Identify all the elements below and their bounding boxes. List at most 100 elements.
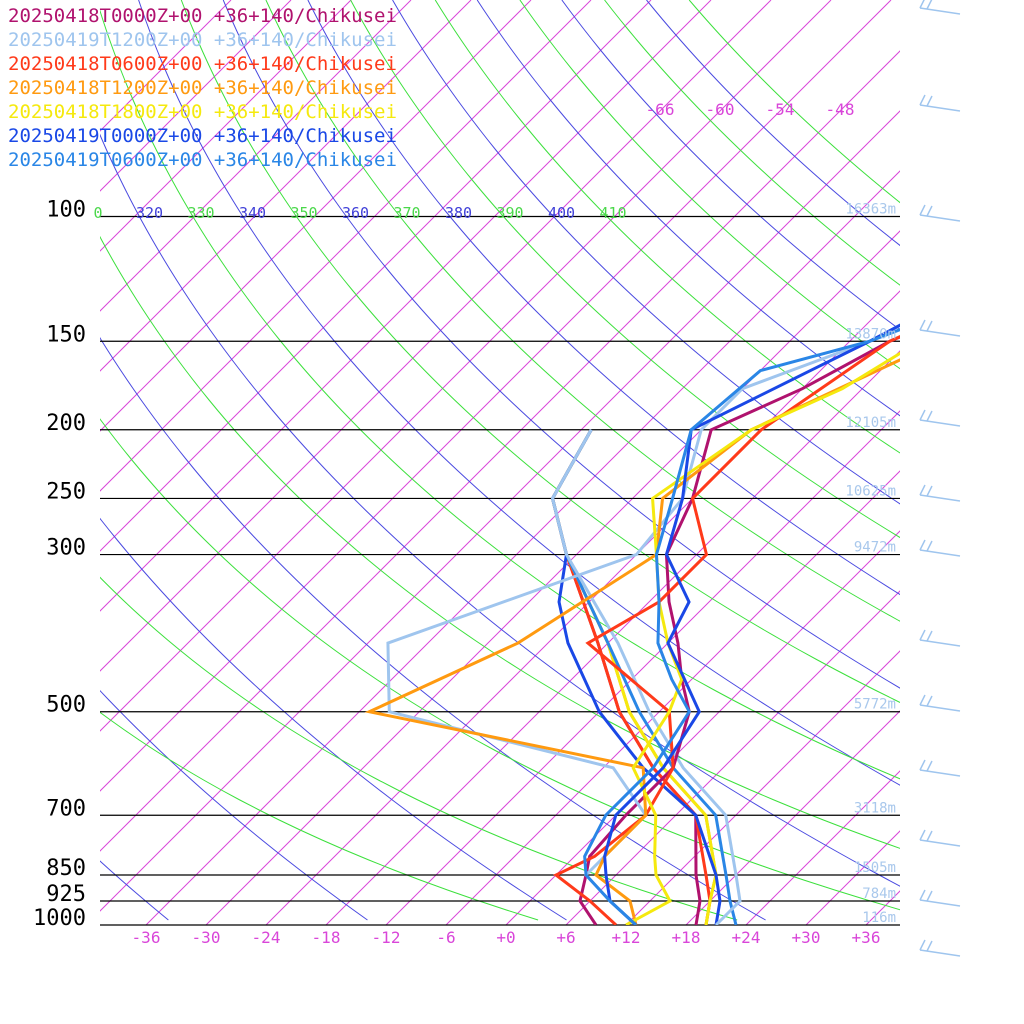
isotherm-line <box>100 0 892 792</box>
wind-barb-flag <box>926 630 933 642</box>
pressure-tick-label: 500 <box>46 693 86 718</box>
wind-barb-flag <box>919 889 926 901</box>
wind-barb-flag <box>926 540 933 552</box>
isotherm-line <box>865 890 900 925</box>
dry-adiabat <box>646 0 900 247</box>
wind-barb-flag <box>926 760 933 772</box>
isotherm-line <box>625 650 900 925</box>
moist-adiabat <box>688 0 900 204</box>
isotherm-line <box>685 710 900 925</box>
moist-adiabat <box>434 0 900 454</box>
isotherm-line <box>100 0 772 672</box>
wind-barb-flag <box>926 205 933 217</box>
dry-adiabat <box>561 0 900 331</box>
wind-barb <box>919 829 961 847</box>
pressure-tick-label: 200 <box>46 411 86 436</box>
pressure-tick-label: 700 <box>46 796 86 821</box>
wind-barb-staff <box>919 7 961 15</box>
isotherm-line <box>100 110 900 912</box>
wind-barb <box>919 539 961 557</box>
theta-label: 400 <box>548 204 575 222</box>
isotherm-line <box>100 0 592 492</box>
wind-barb-flag <box>919 829 926 841</box>
isotherm-line <box>445 470 900 925</box>
moist-adiabat <box>180 0 900 703</box>
x-tick-label: -12 <box>372 928 401 947</box>
wind-barb <box>919 319 961 337</box>
dry-adiabat <box>138 0 900 786</box>
x-tick-label: -18 <box>312 928 341 947</box>
dry-adiabat <box>392 0 900 505</box>
wind-barb-flag <box>926 485 933 497</box>
temperature-line <box>364 358 900 925</box>
isotherm-line <box>100 0 292 192</box>
theta-label: 350 <box>290 204 317 222</box>
secondary-profiles <box>550 429 742 925</box>
wind-barb-staff <box>919 549 961 557</box>
wind-barb-flag <box>919 484 926 496</box>
dry-adiabat <box>100 689 368 921</box>
wind-barb-flag <box>926 695 933 707</box>
height-label: 3118m <box>854 800 896 816</box>
isotherm-line <box>100 50 900 852</box>
legend-item: 20250419T0600Z+00 +36+140/Chikusei <box>8 149 397 171</box>
wind-barb-flag <box>926 0 933 10</box>
height-label: 12105m <box>845 415 896 431</box>
dry-adiabat <box>100 133 900 887</box>
wind-barb-flag <box>926 95 933 107</box>
wind-barb-staff <box>919 769 961 777</box>
wind-barb-flag <box>919 319 926 331</box>
theta-label: 370 <box>393 204 420 222</box>
height-label: 9472m <box>854 540 896 556</box>
wind-barb <box>919 889 961 907</box>
isotherm-line <box>100 0 532 432</box>
moist-adiabat <box>100 418 900 911</box>
theta-label: 360 <box>342 204 369 222</box>
height-label: 16363m <box>845 201 896 217</box>
wind-barb <box>919 204 961 222</box>
isotherm-top-label: -66 <box>646 100 675 119</box>
isotherm-line <box>385 410 900 925</box>
legend-item: 20250419T0000Z+00 +36+140/Chikusei <box>8 125 397 147</box>
dry-adiabat <box>476 0 900 417</box>
x-tick-label: +12 <box>612 928 641 947</box>
isotherm-top-label: -60 <box>706 100 735 119</box>
x-tick-label: -24 <box>252 928 281 947</box>
x-tick-label: +36 <box>852 928 881 947</box>
pressure-tick-label: 250 <box>46 479 86 504</box>
wind-barbs <box>919 0 961 957</box>
temperature-line <box>553 335 900 925</box>
pressure-tick-label: 100 <box>46 197 86 222</box>
isotherm-line <box>100 0 832 732</box>
temperature-line <box>578 335 900 925</box>
dry-adiabat <box>222 0 900 689</box>
wind-barb <box>919 94 961 112</box>
legend-item: 20250418T0000Z+00 +36+140/Chikusei <box>8 5 397 27</box>
moist-adiabat <box>100 235 900 849</box>
wind-barb-flag <box>919 939 926 951</box>
isotherm-top-label: -54 <box>766 100 795 119</box>
x-tick-label: +6 <box>556 928 575 947</box>
isotherm-line <box>205 230 900 925</box>
theta-label: 380 <box>445 204 472 222</box>
wind-barb-flag <box>919 759 926 771</box>
wind-barb-flag <box>919 204 926 216</box>
theta-label: 330 <box>187 204 214 222</box>
isobars <box>100 215 900 926</box>
wind-barb-staff <box>919 419 961 427</box>
moist-adiabat <box>100 711 539 921</box>
isotherm-line <box>100 0 352 252</box>
moist-adiabat <box>350 0 900 539</box>
height-label: 116m <box>862 910 896 926</box>
isotherm-line <box>100 0 412 312</box>
legend-item: 20250419T1200Z+00 +36+140/Chikusei <box>8 29 397 51</box>
wind-barb <box>919 939 961 957</box>
wind-barb-flag <box>919 94 926 106</box>
wind-barb-flag <box>926 320 933 332</box>
wind-barb <box>919 629 961 647</box>
wind-barb-flag <box>926 410 933 422</box>
x-tick-label: -36 <box>132 928 161 947</box>
x-tick-label: +24 <box>732 928 761 947</box>
legend-item: 20250418T1800Z+00 +36+140/Chikusei <box>8 101 397 123</box>
